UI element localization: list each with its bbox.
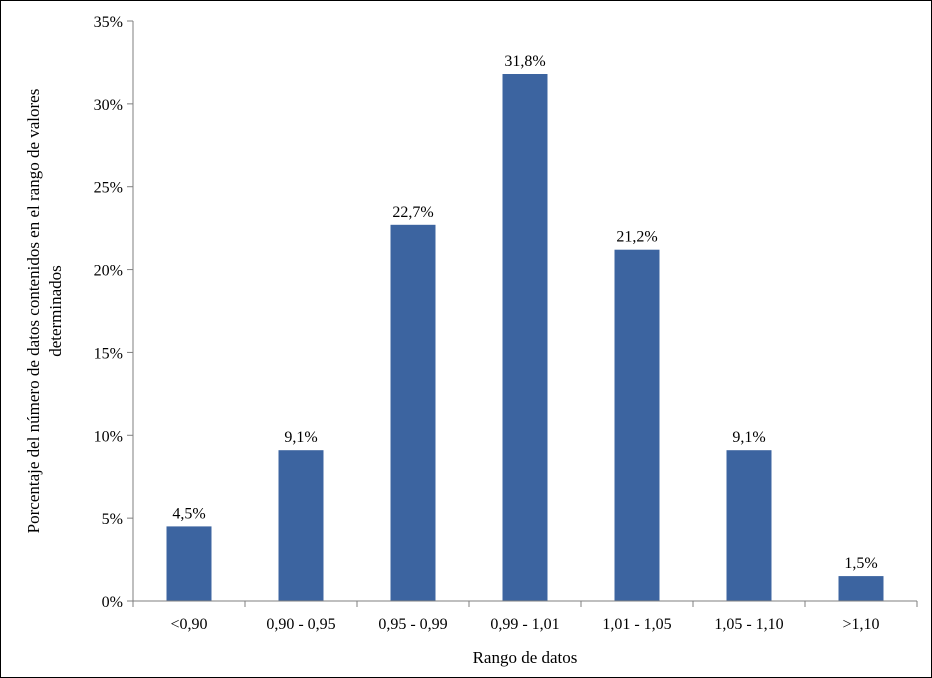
bar <box>390 224 436 602</box>
data-label: 4,5% <box>172 505 205 522</box>
bar <box>278 450 324 601</box>
x-tick-label: 0,95 - 0,99 <box>378 616 447 633</box>
bar <box>726 450 772 601</box>
x-tick-label: 0,99 - 1,01 <box>490 616 559 633</box>
y-tick-label: 20% <box>94 263 123 280</box>
y-axis-title-line-1: Porcentaje del número de datos contenido… <box>24 89 43 534</box>
y-tick-label: 25% <box>94 180 123 197</box>
x-tick-label: 0,90 - 0,95 <box>266 616 335 633</box>
x-tick-label: >1,10 <box>842 616 879 633</box>
bar <box>166 526 212 601</box>
x-tick-label: 1,01 - 1,05 <box>602 616 671 633</box>
data-label: 31,8% <box>504 53 545 70</box>
y-tick-label: 5% <box>102 511 123 528</box>
data-label: 22,7% <box>392 204 433 221</box>
bar <box>614 249 660 601</box>
bar <box>838 576 884 601</box>
x-tick-label: <0,90 <box>170 616 207 633</box>
y-tick-label: 35% <box>94 14 123 31</box>
bar <box>502 74 548 601</box>
y-tick-label: 0% <box>102 594 123 611</box>
x-tick-label: 1,05 - 1,10 <box>714 616 783 633</box>
y-axis-title-line-2: determinados <box>46 265 65 357</box>
data-label: 21,2% <box>616 229 657 246</box>
data-label: 1,5% <box>844 555 877 572</box>
y-tick-label: 10% <box>94 428 123 445</box>
x-axis-title: Rango de datos <box>473 648 578 667</box>
y-tick-label: 15% <box>94 345 123 362</box>
data-label: 9,1% <box>732 429 765 446</box>
y-axis-title: Porcentaje del número de datos contenido… <box>24 89 65 534</box>
data-label: 9,1% <box>284 429 317 446</box>
y-tick-label: 30% <box>94 97 123 114</box>
